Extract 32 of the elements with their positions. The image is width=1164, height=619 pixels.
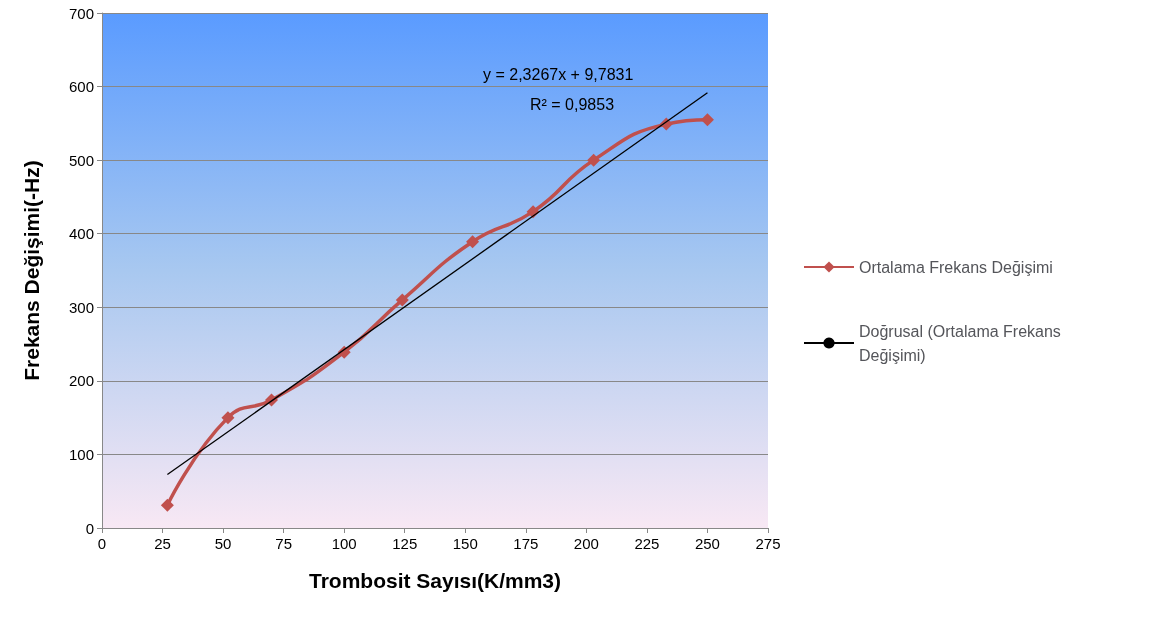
legend-label: Doğrusal (Ortalama Frekans Değişimi) — [859, 322, 1066, 364]
x-tick-label: 250 — [694, 535, 720, 552]
x-tick-label: 25 — [154, 535, 171, 552]
legend-label: Ortalama Frekans Değişimi — [859, 258, 1053, 276]
x-tick-label: 50 — [214, 535, 232, 552]
x-tick-label: 150 — [452, 535, 478, 552]
x-tick-label: 125 — [392, 535, 418, 552]
x-tick-label: 275 — [755, 535, 781, 552]
point — [160, 498, 174, 512]
annotation: R² = 0,9853 — [530, 95, 615, 113]
x-axis-title: Trombosit Sayısı(K/mm3) — [308, 569, 562, 592]
x-tick-label: 0 — [97, 535, 107, 552]
point — [587, 153, 601, 167]
x-tick-label: 100 — [331, 535, 357, 552]
y-tick-label: 600 — [68, 78, 94, 96]
y-tick-label: 300 — [68, 298, 94, 316]
x-tick-label: 225 — [634, 535, 660, 552]
point — [395, 293, 409, 307]
x-tick-label: 175 — [513, 535, 539, 552]
y-axis-title: Frekans Değişimi(-Hz) — [20, 160, 43, 381]
x-tick-label: 75 — [275, 535, 292, 552]
y-tick-label: 200 — [68, 372, 94, 390]
point — [466, 235, 480, 249]
y-tick-label: 500 — [68, 151, 94, 169]
point — [700, 113, 714, 127]
y-tick-label: 700 — [68, 4, 94, 22]
x-tick-label: 200 — [573, 535, 599, 552]
y-tick-label: 100 — [68, 445, 94, 463]
y-tick-label: 400 — [68, 225, 94, 243]
point — [221, 411, 235, 425]
annotation: y = 2,3267x + 9,7831 — [483, 65, 634, 83]
y-tick-label: 0 — [85, 519, 94, 537]
